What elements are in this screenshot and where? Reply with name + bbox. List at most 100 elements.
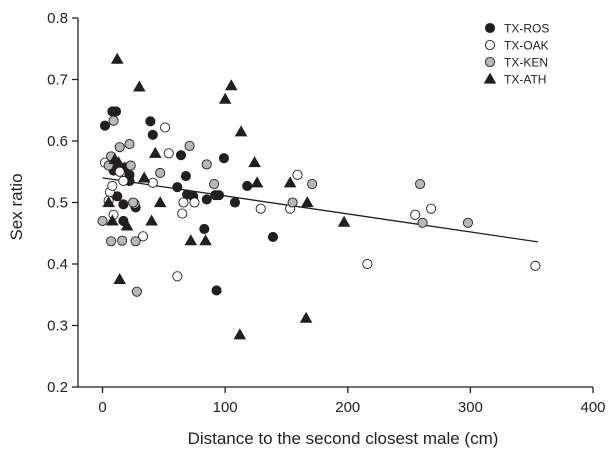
point-tx-oak (178, 197, 189, 208)
x-tick-label: 0 (98, 399, 106, 416)
point-tx-ken (106, 236, 117, 247)
point-tx-oak (410, 209, 421, 220)
ticks: 0 100 200 300 400 0.2 0.3 0.4 0.5 0.6 0.7 0.8 (47, 10, 605, 416)
point-tx-ken (201, 159, 212, 170)
point-tx-ros (213, 190, 225, 201)
point-tx-ken (417, 217, 428, 228)
trendline-group (102, 177, 538, 243)
point-tx-oak (177, 208, 188, 219)
regression-line (102, 177, 538, 243)
y-tick-label: 0.8 (47, 10, 68, 27)
point-tx-ros (218, 153, 229, 164)
point-tx-ros (147, 129, 158, 140)
point-tx-ath (301, 196, 314, 208)
legend-marker-tx-ros (484, 22, 496, 34)
point-tx-ken (415, 178, 426, 190)
x-tick-label: 200 (335, 399, 360, 416)
point-tx-ath (224, 79, 238, 91)
point-tx-ros (201, 194, 212, 205)
point-tx-ken (128, 197, 139, 208)
point-tx-ken (307, 178, 318, 190)
legend-label-tx-ath: TX-ATH (504, 73, 546, 87)
point-tx-ath (199, 234, 212, 246)
point-tx-ken (155, 167, 166, 179)
point-tx-oak (255, 203, 266, 214)
point-tx-ros (242, 180, 253, 191)
legend-label-tx-ken: TX-KEN (504, 56, 548, 70)
point-tx-ros (229, 197, 241, 208)
legend-label-tx-oak: TX-OAK (504, 39, 549, 53)
point-tx-ath (218, 92, 232, 104)
y-tick-label: 0.2 (47, 379, 68, 396)
point-tx-ath (283, 176, 297, 188)
point-tx-ros (172, 182, 183, 193)
point-tx-oak (163, 148, 174, 159)
point-tx-oak (292, 169, 303, 180)
point-tx-ken (114, 142, 125, 153)
legend-marker-tx-ken (484, 56, 496, 68)
point-tx-ros (199, 223, 210, 234)
point-tx-ath (120, 219, 134, 231)
y-axis-title: Sex ratio (7, 173, 26, 240)
legend-label-tx-ros: TX-ROS (504, 22, 549, 36)
legend-marker-tx-oak (484, 39, 496, 51)
y-tick-label: 0.5 (47, 195, 68, 212)
y-tick-label: 0.4 (47, 256, 68, 273)
point-tx-ath (233, 328, 247, 340)
point-tx-oak (362, 258, 373, 270)
point-tx-ken (131, 286, 142, 297)
point-tx-ken (184, 140, 195, 151)
point-tx-ken (462, 217, 473, 228)
data-points (97, 52, 541, 340)
point-tx-ath (133, 80, 146, 92)
point-tx-oak (118, 175, 129, 187)
point-tx-ken (97, 215, 108, 226)
point-tx-ros (99, 120, 111, 131)
point-tx-ken (117, 235, 128, 246)
point-tx-ros (211, 285, 222, 296)
legend-marker-tx-ath (483, 72, 497, 84)
point-tx-ken (209, 178, 220, 190)
x-axis-title: Distance to the second closest male (cm) (188, 429, 499, 448)
point-tx-ken (287, 197, 298, 208)
point-tx-ros (118, 199, 129, 210)
point-tx-oak (530, 260, 541, 271)
point-tx-ath (137, 171, 151, 183)
x-tick-label: 300 (458, 399, 483, 416)
point-tx-oak (107, 180, 118, 191)
point-tx-ros (112, 191, 123, 202)
point-tx-oak (137, 231, 149, 242)
point-tx-ken (130, 236, 141, 247)
point-tx-oak (147, 177, 158, 188)
point-tx-ros (145, 116, 156, 127)
point-tx-oak (114, 166, 125, 177)
point-tx-oak (189, 197, 200, 208)
x-tick-label: 100 (213, 399, 238, 416)
point-tx-ath (184, 234, 198, 246)
point-tx-ken (124, 139, 135, 150)
point-tx-ath (248, 156, 261, 168)
point-tx-ath (110, 52, 124, 64)
point-tx-ath (148, 146, 162, 158)
point-tx-ath (234, 125, 248, 137)
y-tick-label: 0.7 (47, 72, 68, 89)
point-tx-ath (102, 196, 115, 208)
point-tx-ros (175, 150, 187, 161)
point-tx-oak (426, 203, 437, 214)
point-tx-ath (106, 214, 119, 226)
y-tick-label: 0.3 (47, 318, 68, 335)
y-tick-label: 0.6 (47, 133, 68, 150)
legend: TX-ROS TX-OAK TX-KEN TX-ATH (483, 22, 549, 87)
point-tx-ath (337, 215, 351, 227)
point-tx-ros (180, 171, 191, 182)
point-tx-ath (112, 156, 125, 168)
x-tick-label: 400 (580, 399, 605, 416)
point-tx-ath (153, 196, 167, 208)
point-tx-ath (299, 311, 313, 323)
point-tx-ken (108, 115, 119, 126)
point-tx-ros (267, 231, 279, 242)
point-tx-ath (250, 176, 264, 188)
point-tx-ath (113, 272, 126, 284)
point-tx-oak (160, 122, 171, 133)
